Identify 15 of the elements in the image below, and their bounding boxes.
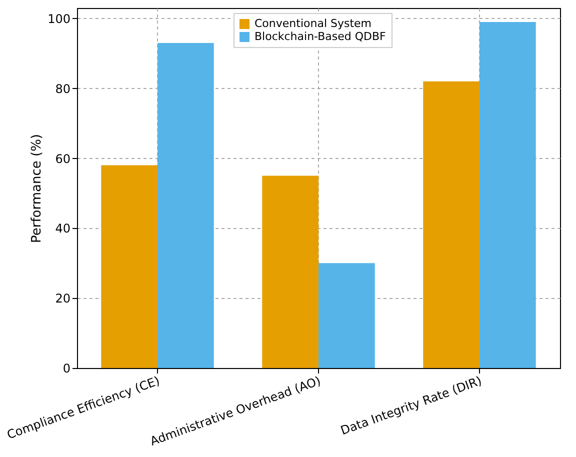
- y-axis-title: Performance (%): [30, 134, 45, 244]
- legend-label: Blockchain-Based QDBF: [254, 30, 386, 43]
- bar: [423, 81, 480, 368]
- y-tick-label: 60: [55, 152, 70, 166]
- y-tick-label: 100: [48, 12, 70, 26]
- bar: [262, 176, 318, 368]
- bar: [480, 22, 536, 368]
- y-tick-label: 20: [55, 292, 70, 306]
- y-tick-label: 80: [55, 82, 70, 96]
- y-tick-label: 40: [55, 222, 70, 236]
- legend-label: Conventional System: [254, 17, 372, 30]
- y-tick-label: 0: [62, 362, 70, 376]
- bar: [101, 165, 158, 368]
- bar: [318, 263, 375, 368]
- bar: [158, 42, 214, 368]
